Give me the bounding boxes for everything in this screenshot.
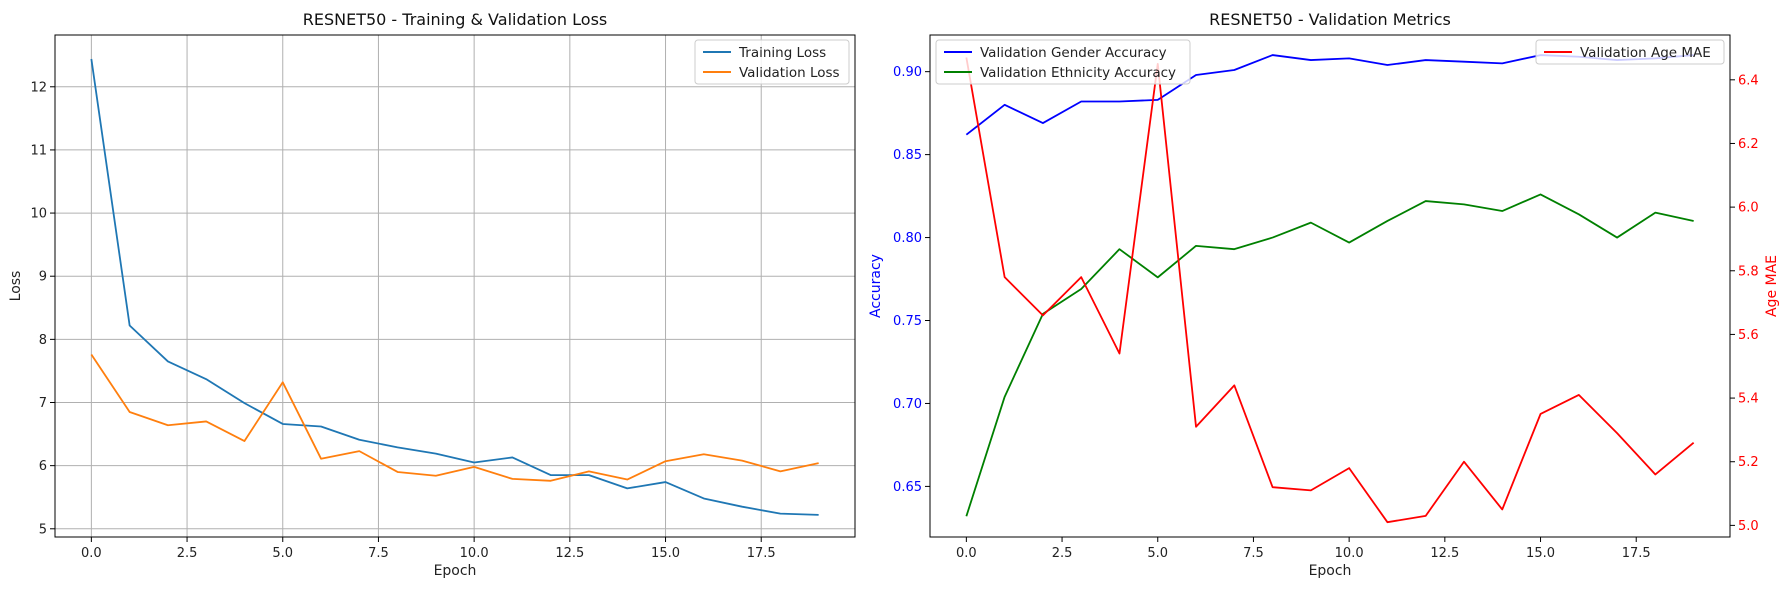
loss-chart-legend: Training Loss Validation Loss xyxy=(694,39,850,85)
metrics-chart-left-y-tick-label: 0.75 xyxy=(893,314,922,329)
loss-chart-y-tick-label: 12 xyxy=(30,80,47,95)
legend-label-training-loss: Training Loss xyxy=(738,45,826,61)
metrics-chart-right-y-axis-label: Age MAE xyxy=(1764,255,1780,317)
metrics-chart-x-ticks: 0.0 2.5 5.0 7.5 10.0 12.5 15.0 17.5 xyxy=(956,537,1651,561)
metrics-chart-left-y-tick-label: 0.80 xyxy=(893,231,922,246)
loss-chart-x-tick-label: 12.5 xyxy=(555,546,584,561)
legend-label-gender-accuracy: Validation Gender Accuracy xyxy=(980,45,1167,61)
loss-chart-x-tick-label: 7.5 xyxy=(368,546,389,561)
loss-chart-y-ticks: 5 6 7 8 9 10 11 12 xyxy=(30,80,55,537)
loss-chart-x-tick-label: 15.0 xyxy=(651,546,680,561)
loss-chart: 0.0 2.5 5.0 7.5 10.0 12.5 15.0 17.5 5 6 7 8 9 10 11 12… xyxy=(8,10,856,579)
loss-chart-legend-box xyxy=(694,39,850,85)
loss-chart-x-tick-label: 2.5 xyxy=(177,546,198,561)
legend-label-validation-loss: Validation Loss xyxy=(739,65,840,81)
loss-chart-y-tick-label: 11 xyxy=(30,143,47,158)
loss-chart-x-tick-label: 0.0 xyxy=(81,546,102,561)
loss-chart-x-tick-label: 17.5 xyxy=(747,546,776,561)
loss-chart-y-tick-label: 9 xyxy=(39,270,47,285)
metrics-chart-left-y-ticks: 0.65 0.70 0.75 0.80 0.85 0.90 xyxy=(893,65,930,495)
metrics-chart-left-y-tick-label: 0.90 xyxy=(893,65,922,80)
metrics-chart-right-y-tick-label: 6.0 xyxy=(1738,201,1759,216)
loss-chart-x-ticks: 0.0 2.5 5.0 7.5 10.0 12.5 15.0 17.5 xyxy=(81,537,776,561)
loss-chart-y-axis-label: Loss xyxy=(8,271,24,302)
metrics-chart-left-y-tick-label: 0.65 xyxy=(893,480,922,495)
metrics-chart: 0.0 2.5 5.0 7.5 10.0 12.5 15.0 17.5 0.65 0.70 0.7… xyxy=(868,10,1780,579)
metrics-chart-x-tick-label: 0.0 xyxy=(956,546,977,561)
metrics-chart-accuracy-legend: Validation Gender Accuracy Validation Et… xyxy=(935,39,1191,85)
loss-chart-y-tick-label: 10 xyxy=(30,207,47,222)
loss-chart-y-tick-label: 8 xyxy=(39,333,47,348)
metrics-chart-mae-legend: Validation Age MAE xyxy=(1535,39,1725,65)
loss-chart-lines xyxy=(90,58,819,516)
metrics-chart-x-tick-label: 17.5 xyxy=(1622,546,1651,561)
series-line-validation-age-mae xyxy=(965,57,1695,524)
legend-label-age-mae: Validation Age MAE xyxy=(1580,45,1711,61)
loss-chart-x-tick-label: 5.0 xyxy=(272,546,293,561)
metrics-chart-right-y-ticks: 5.0 5.2 5.4 5.6 5.8 6.0 6.2 6.4 xyxy=(1730,73,1759,534)
loss-chart-title: RESNET50 - Training & Validation Loss xyxy=(303,10,608,29)
metrics-chart-x-tick-label: 12.5 xyxy=(1430,546,1459,561)
metrics-chart-x-tick-label: 10.0 xyxy=(1335,546,1364,561)
loss-chart-x-tick-label: 10.0 xyxy=(460,546,489,561)
loss-chart-y-tick-label: 7 xyxy=(39,396,47,411)
metrics-chart-right-y-tick-label: 5.2 xyxy=(1738,455,1759,470)
legend-label-ethnicity-accuracy: Validation Ethnicity Accuracy xyxy=(980,65,1176,81)
metrics-chart-right-y-tick-label: 6.2 xyxy=(1738,137,1759,152)
metrics-chart-frame xyxy=(929,34,1731,538)
metrics-chart-x-tick-label: 15.0 xyxy=(1526,546,1555,561)
series-line-training-loss xyxy=(90,58,819,516)
loss-chart-y-tick-label: 6 xyxy=(39,459,47,474)
metrics-chart-left-y-axis-label: Accuracy xyxy=(868,254,884,318)
series-line-validation-loss xyxy=(90,354,819,482)
metrics-chart-title: RESNET50 - Validation Metrics xyxy=(1209,10,1451,29)
metrics-chart-right-y-tick-label: 5.6 xyxy=(1738,328,1759,343)
metrics-chart-right-y-tick-label: 5.0 xyxy=(1738,519,1759,534)
metrics-chart-left-y-tick-label: 0.85 xyxy=(893,148,922,163)
metrics-chart-right-y-tick-label: 5.4 xyxy=(1738,392,1759,407)
metrics-chart-x-tick-label: 7.5 xyxy=(1243,546,1264,561)
metrics-chart-right-y-tick-label: 5.8 xyxy=(1738,264,1759,279)
metrics-chart-x-axis-label: Epoch xyxy=(1309,563,1352,579)
metrics-chart-x-tick-label: 5.0 xyxy=(1147,546,1168,561)
accuracy-legend-box xyxy=(935,39,1191,85)
loss-chart-grid xyxy=(55,35,855,537)
loss-chart-frame xyxy=(54,34,856,538)
metrics-chart-right-y-tick-label: 6.4 xyxy=(1738,73,1759,88)
metrics-chart-left-y-tick-label: 0.70 xyxy=(893,397,922,412)
series-line-validation-ethnicity-accuracy xyxy=(965,193,1694,517)
metrics-chart-x-tick-label: 2.5 xyxy=(1052,546,1073,561)
loss-chart-y-tick-label: 5 xyxy=(39,522,47,537)
loss-chart-x-axis-label: Epoch xyxy=(434,563,477,579)
mae-legend-box xyxy=(1535,39,1725,65)
